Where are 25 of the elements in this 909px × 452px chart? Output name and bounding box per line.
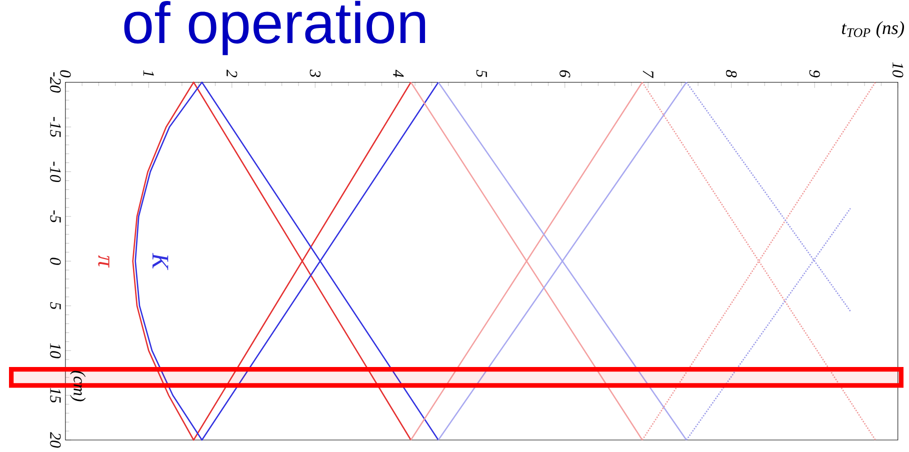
x-tick-label: 3: [310, 69, 320, 77]
chart-title: of operation: [124, 0, 426, 55]
y-tick-label: 10: [50, 343, 61, 358]
x-tick-label: 10: [892, 62, 904, 78]
x-tick-label: 6: [560, 70, 570, 78]
y-tick-label: 20: [50, 432, 61, 448]
y-tick-label: -10: [50, 162, 61, 182]
y-tick-label: 0: [50, 258, 61, 265]
x-tick-label: 0: [60, 70, 71, 78]
y-tick-label: -20: [50, 72, 61, 92]
y-tick-label: 5: [50, 302, 61, 310]
x-tick-label: 4: [393, 70, 404, 78]
x-tick-label: 9: [809, 70, 820, 78]
text: K: [152, 252, 168, 270]
y-axis-title: (cm): [70, 370, 86, 402]
x-tick-label: 8: [726, 70, 737, 78]
x-axis-title: t$_{TOP}$ (ns): [842, 21, 904, 38]
x-tick-label: 5: [476, 70, 487, 77]
x-tick-label: 1: [143, 70, 154, 76]
y-tick-label: 15: [50, 388, 61, 403]
text: π: [98, 255, 110, 268]
y-tick-label: -15: [50, 116, 61, 137]
x-tick-label: 7: [642, 70, 654, 78]
x-tick-label: 2: [226, 70, 238, 78]
y-tick-label: -5: [50, 210, 61, 222]
